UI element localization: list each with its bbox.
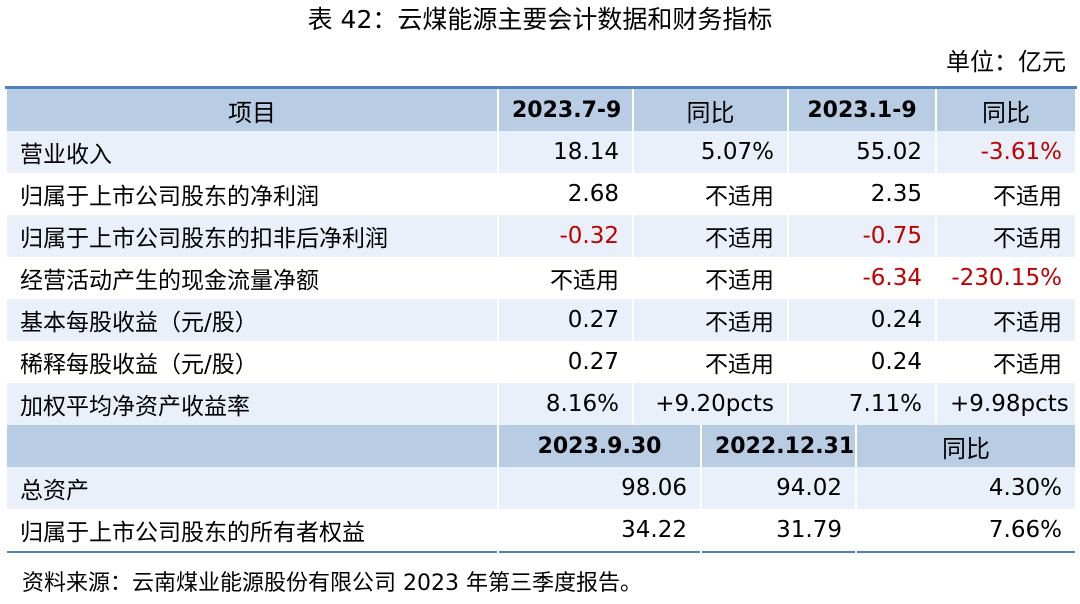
- table-cell: 4.30%: [855, 467, 1077, 509]
- table-cell: 2023.7-9: [497, 87, 634, 131]
- table-cell: 不适用: [497, 257, 634, 299]
- table-cell: 同比: [855, 425, 1077, 467]
- table-cell: 同比: [935, 87, 1077, 131]
- data-row: 归属于上市公司股东的净利润 2.68 不适用 2.35 不适用: [5, 173, 1077, 215]
- table-cell: 18.14: [497, 131, 634, 173]
- table-cell: +9.98pcts: [935, 383, 1077, 425]
- table-cell: 不适用: [632, 299, 789, 341]
- table-cell: 2.35: [787, 173, 937, 215]
- table-cell: 94.02: [700, 467, 857, 509]
- table-cell: 加权平均净资产收益率: [5, 383, 499, 425]
- table-cell: 31.79: [700, 509, 857, 552]
- table-cell: 不适用: [935, 299, 1077, 341]
- table-cell: 2022.12.31: [700, 425, 857, 467]
- table-cell: 0.24: [787, 299, 937, 341]
- table-cell: 不适用: [632, 341, 789, 383]
- table-cell: 归属于上市公司股东的净利润: [5, 173, 499, 215]
- table-cell: [5, 425, 499, 467]
- table-cell: -6.34: [787, 257, 937, 299]
- table-title: 表 42：云煤能源主要会计数据和财务指标: [307, 5, 773, 34]
- table-cell: 98.06: [497, 467, 702, 509]
- table-cell: 不适用: [935, 173, 1077, 215]
- table-cell: 不适用: [935, 341, 1077, 383]
- table-cell: 0.24: [787, 341, 937, 383]
- table-cell: -3.61%: [935, 131, 1077, 173]
- table-cell: -230.15%: [935, 257, 1077, 299]
- table-cell: 营业收入: [5, 131, 499, 173]
- data-row: 营业收入 18.14 5.07% 55.02 -3.61%: [5, 131, 1077, 173]
- table-cell: 项目: [5, 87, 499, 131]
- data-row: 基本每股收益（元/股） 0.27 不适用 0.24 不适用: [5, 299, 1077, 341]
- table-cell: 2023.1-9: [787, 87, 937, 131]
- data-row: 经营活动产生的现金流量净额 不适用 不适用 -6.34 -230.15%: [5, 257, 1077, 299]
- data-row: 归属于上市公司股东的所有者权益 34.22 31.79 7.66%: [5, 509, 1077, 552]
- table-cell: 2023.9.30: [497, 425, 702, 467]
- table-cell: 7.11%: [787, 383, 937, 425]
- table-cell: 不适用: [935, 215, 1077, 257]
- financial-table: 项目 2023.7-9 同比 2023.1-9 同比 营业收入 18.14 5.07% 55.0…: [5, 86, 1077, 553]
- table-cell: 0.27: [497, 299, 634, 341]
- unit-label: 单位：亿元: [946, 48, 1066, 76]
- table-cell: 同比: [632, 87, 789, 131]
- table-cell: -0.32: [497, 215, 634, 257]
- table-cell: 8.16%: [497, 383, 634, 425]
- header-row: 项目 2023.7-9 同比 2023.1-9 同比: [5, 87, 1077, 131]
- data-row: 加权平均净资产收益率 8.16% +9.20pcts 7.11% +9.98pcts: [5, 383, 1077, 425]
- header-row: 2023.9.30 2022.12.31 同比: [5, 425, 1077, 467]
- table-cell: 2.68: [497, 173, 634, 215]
- table-cell: 34.22: [497, 509, 702, 552]
- table-cell: 7.66%: [855, 509, 1077, 552]
- data-row: 总资产 98.06 94.02 4.30%: [5, 467, 1077, 509]
- table-cell: 稀释每股收益（元/股）: [5, 341, 499, 383]
- table-cell: 归属于上市公司股东的扣非后净利润: [5, 215, 499, 257]
- table-cell: 不适用: [632, 257, 789, 299]
- table-cell: +9.20pcts: [632, 383, 789, 425]
- data-row: 稀释每股收益（元/股） 0.27 不适用 0.24 不适用: [5, 341, 1077, 383]
- source-note: 资料来源：云南煤业能源股份有限公司 2023 年第三季度报告。: [22, 571, 642, 596]
- table-cell: 5.07%: [632, 131, 789, 173]
- table-cell: 不适用: [632, 173, 789, 215]
- table-cell: 归属于上市公司股东的所有者权益: [5, 509, 499, 552]
- table-cell: 经营活动产生的现金流量净额: [5, 257, 499, 299]
- table-cell: -0.75: [787, 215, 937, 257]
- data-row: 归属于上市公司股东的扣非后净利润 -0.32 不适用 -0.75 不适用: [5, 215, 1077, 257]
- table-cell: 总资产: [5, 467, 499, 509]
- table-cell: 基本每股收益（元/股）: [5, 299, 499, 341]
- table-cell: 55.02: [787, 131, 937, 173]
- table-cell: 0.27: [497, 341, 634, 383]
- table-cell: 不适用: [632, 215, 789, 257]
